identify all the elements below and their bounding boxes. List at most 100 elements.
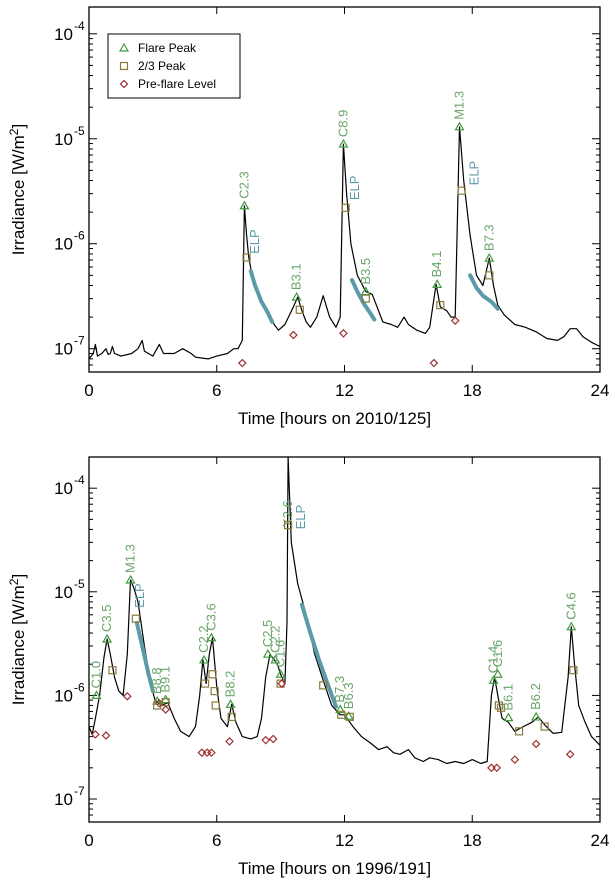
elp-segment [350,278,377,322]
y-tick-label: 10 [54,479,73,498]
flare-peak-marker [206,632,217,642]
flare-peak-marker [125,574,136,584]
x-tick-label: 18 [463,831,482,850]
x-tick-label: 24 [591,381,610,400]
x-tick-label: 18 [463,381,482,400]
x-axis-label: Time [hours on 2010/125] [238,409,431,428]
two-thirds-peak-marker [514,727,524,736]
y-tick-exponent: -5 [74,577,85,591]
flare-peak-marker [338,138,349,148]
y-tick-exponent: -4 [74,19,85,33]
flare-peak-marker [488,675,499,684]
flare-class-label: C1.6 [490,640,505,667]
flare-peak-marker [270,654,281,664]
elp-segment [134,621,155,694]
elp-segment [299,602,338,709]
preflare-level-marker [119,79,129,89]
x-tick-label: 0 [84,831,93,850]
y-tick-exponent: -6 [74,680,85,694]
two-thirds-peak-marker [436,301,445,310]
flare-peak-marker [566,621,577,631]
legend-box [107,33,241,99]
flare-class-label: C2.5 [260,620,275,647]
flare-peak-marker [531,711,542,721]
x-tick-label: 6 [212,381,221,400]
preflare-level-marker [225,737,234,746]
flare-peak-marker [225,699,236,708]
plot-frame [88,456,601,823]
two-thirds-peak-marker [295,305,304,314]
flare-peak-marker [102,633,113,643]
two-thirds-peak-marker [485,271,494,280]
two-thirds-peak-marker [283,521,293,530]
flare-peak-marker [275,669,286,678]
elp-label: ELP [347,176,362,201]
preflare-level-marker [492,763,502,773]
flare-class-label: B6.1 [500,684,515,711]
y-tick-exponent: -7 [74,334,85,348]
two-thirds-peak-marker [457,186,466,195]
x-tick-label: 0 [84,381,93,400]
flare-class-label: X2.6 [280,500,295,527]
y-tick-exponent: -5 [74,124,85,138]
x-tick-label: 12 [335,381,354,400]
preflare-level-marker [207,748,216,758]
flare-class-label: B8.8 [149,667,164,694]
preflare-level-marker [261,735,271,745]
flare-class-label: C2.2 [267,625,282,652]
elp-label: ELP [466,161,481,186]
legend-label: Pre-flare Level [138,77,216,91]
y-tick-label: 10 [54,235,73,254]
two-thirds-peak-marker [496,703,506,712]
flare-class-label: C1.4 [486,646,501,673]
two-thirds-peak-marker [540,722,549,731]
flare-peak-marker [335,704,346,714]
flare-peak-marker [454,121,465,131]
flare-class-label: M1.3 [451,91,466,120]
preflare-level-marker [101,731,111,740]
y-tick-label: 10 [54,340,73,359]
preflare-level-marker [91,730,100,739]
y-tick-exponent: -6 [74,229,85,243]
preflare-level-marker [450,316,460,326]
legend-label: 2/3 Peak [138,59,186,73]
preflare-level-marker [289,330,298,340]
preflare-level-marker [237,358,247,368]
x-tick-label: 12 [335,831,354,850]
two-thirds-peak-marker [345,712,354,722]
two-thirds-peak-marker [200,679,210,688]
y-tick-label: 10 [54,583,73,602]
flare-class-label: B7.3 [481,224,496,251]
flare-peak-marker [118,42,130,52]
flare-class-label: C1.6 [273,640,288,667]
two-thirds-peak-marker [108,666,117,675]
two-thirds-peak-marker [319,681,328,690]
two-thirds-peak-marker [208,670,217,679]
two-thirds-peak-marker [210,687,219,696]
y-tick-label: 10 [54,686,73,705]
flare-class-label: B4.1 [429,251,444,278]
two-thirds-peak-marker [361,294,370,303]
flare-class-label: C3.6 [203,603,218,630]
flare-class-label: B3.1 [289,263,304,290]
preflare-level-marker [510,755,520,764]
two-thirds-peak-marker [276,679,285,688]
flare-peak-marker [262,648,273,658]
flare-class-label: C3.5 [99,605,114,632]
elp-label: ELP [247,229,262,254]
elp-label: ELP [293,505,308,530]
flare-class-label: C4.6 [563,592,578,619]
flare-peak-marker [198,654,210,664]
flare-peak-marker [432,279,443,288]
irradiance-curve [88,126,601,360]
preflare-level-marker [429,358,439,368]
preflare-level-marker [122,691,132,701]
flare-class-label: C2.3 [236,171,251,198]
flare-peak-marker [492,669,503,678]
flare-class-label: B6.2 [528,683,543,710]
elp-segment [248,269,275,324]
elp-segment [468,273,500,311]
preflare-level-marker [277,679,287,688]
